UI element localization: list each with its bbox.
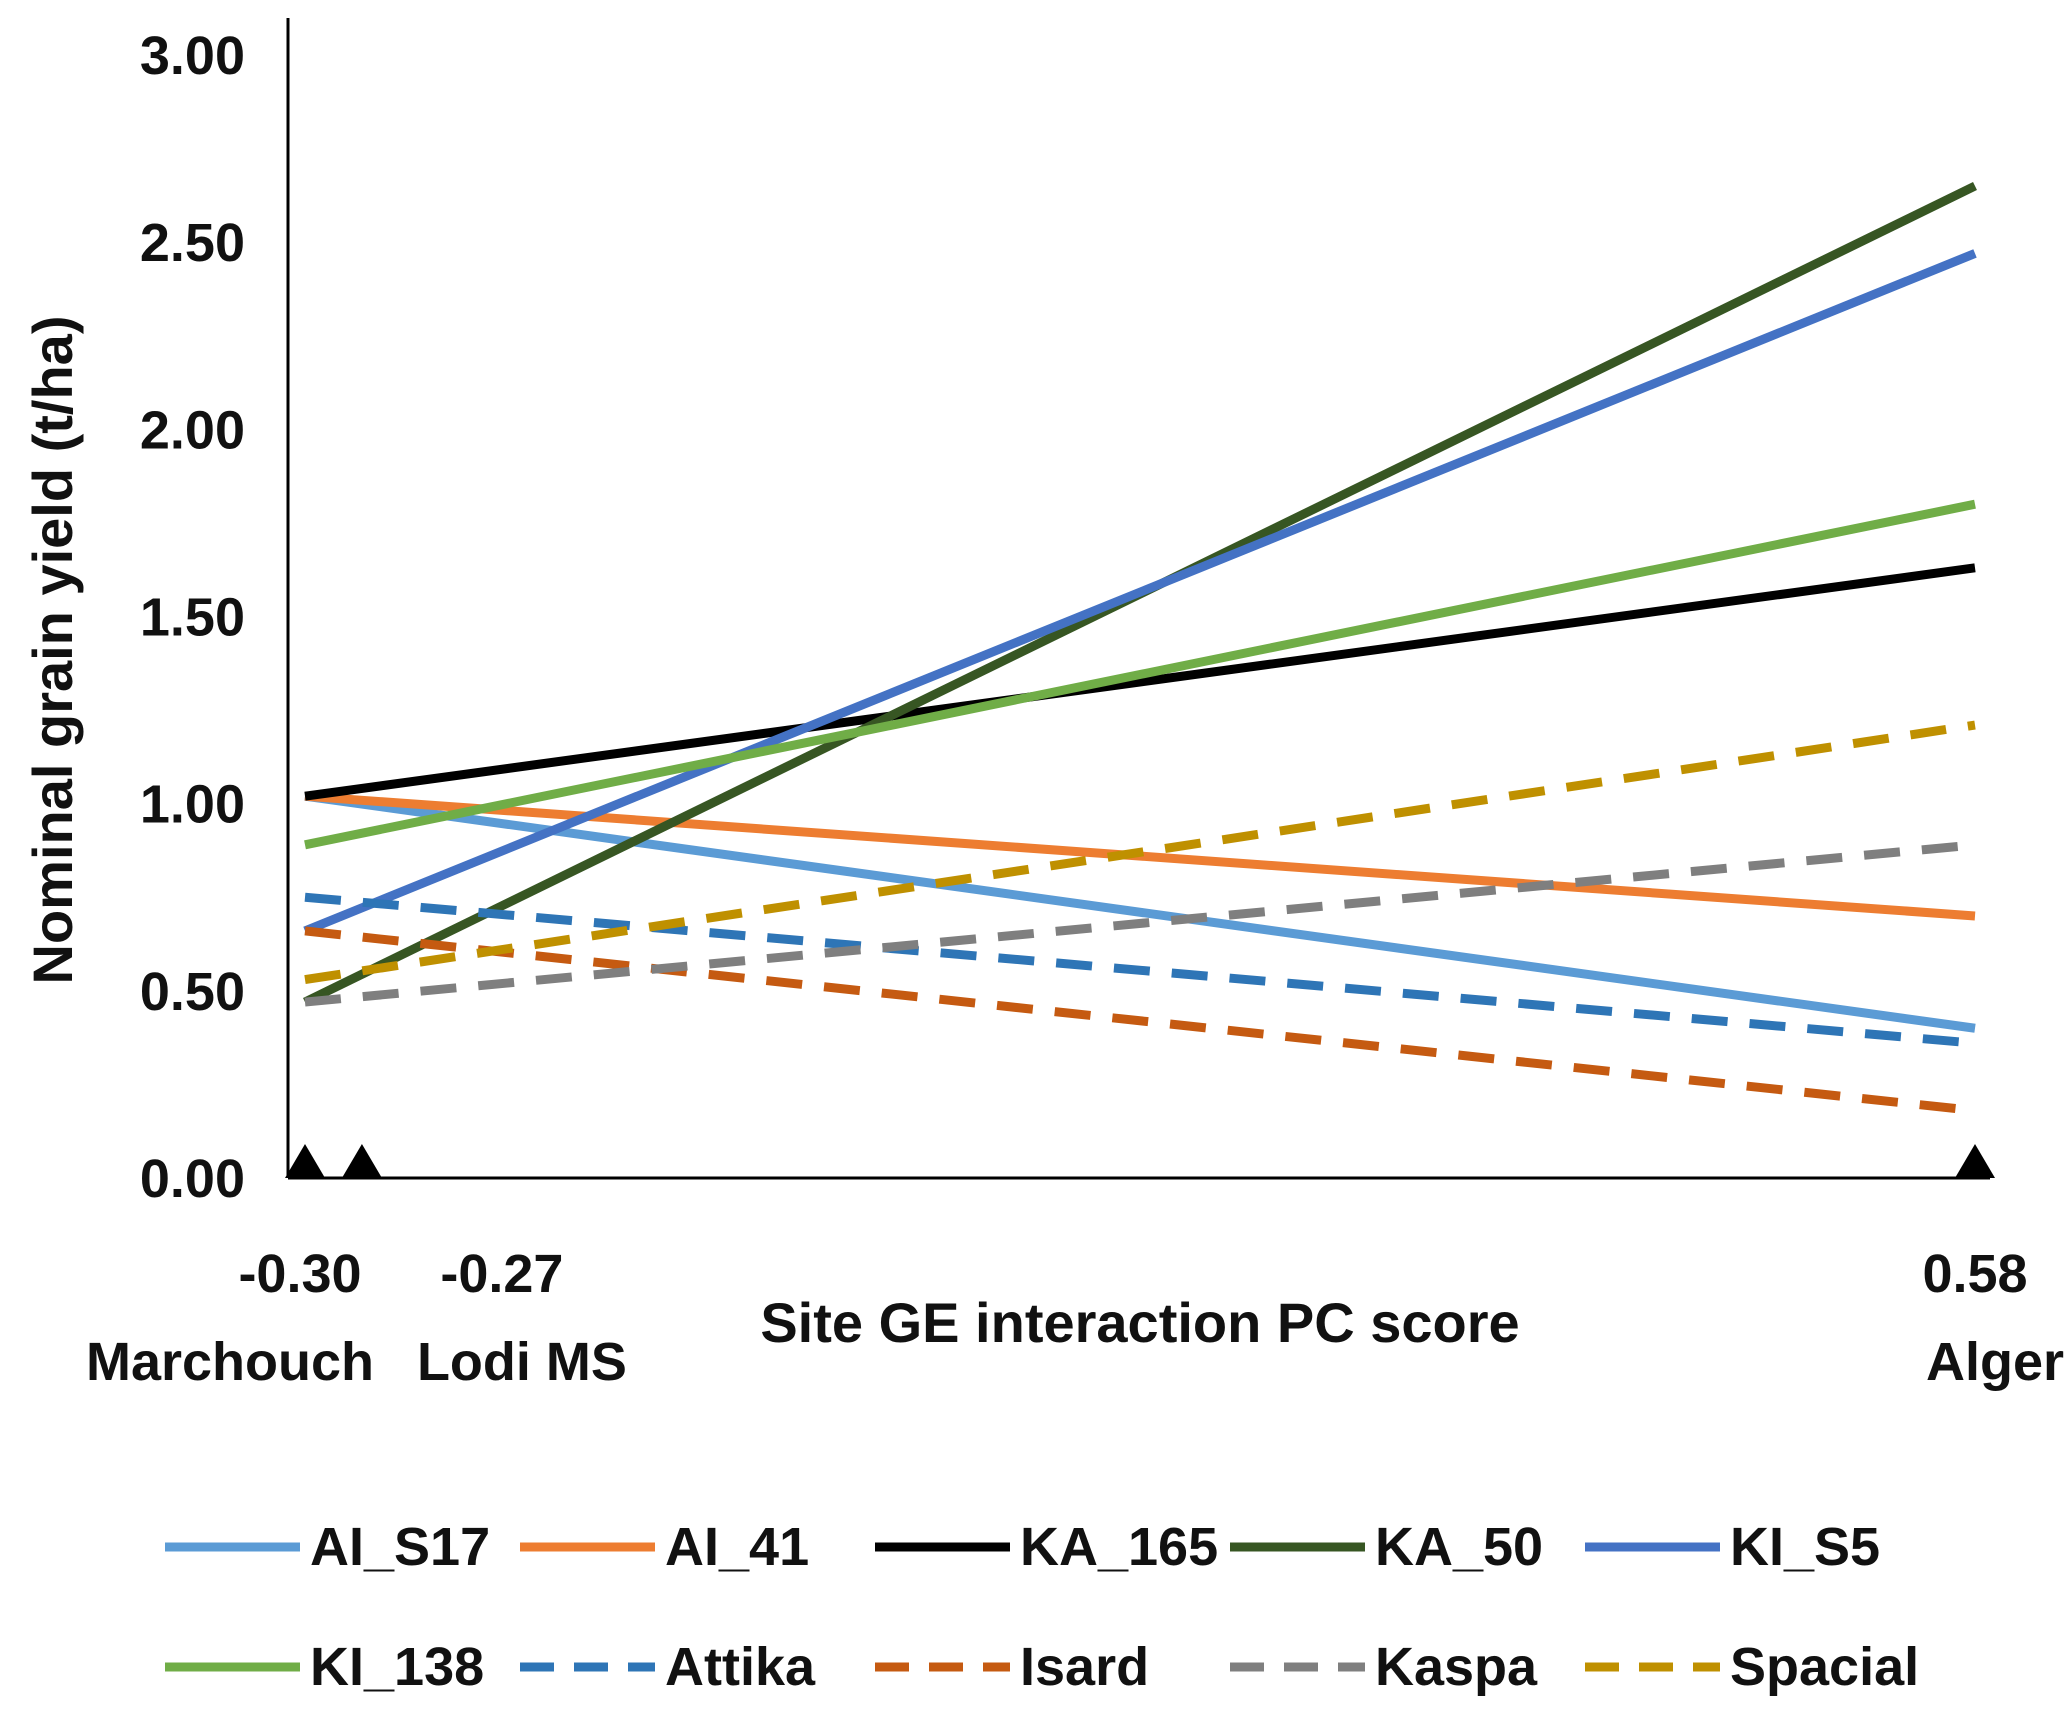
- site-markers: [285, 1144, 1995, 1178]
- plot-series: [303, 181, 1977, 1116]
- series-line-isard: [304, 926, 1976, 1116]
- legend-label: KI_138: [310, 1637, 484, 1697]
- site-marker-triangle: [1955, 1144, 1995, 1178]
- x-site-label: Alger: [1926, 1332, 2064, 1392]
- legend-label: KI_S5: [1730, 1517, 1880, 1577]
- series-line-ai-s17: [304, 791, 1976, 1033]
- x-site-label: Marchouch: [86, 1332, 374, 1392]
- legend-label: Kaspa: [1375, 1637, 1538, 1697]
- y-axis: 0.00 0.50 1.00 1.50 2.00 2.50 3.00: [140, 18, 290, 1209]
- y-tick-label: 1.50: [140, 588, 245, 648]
- y-tick-label: 2.00: [140, 400, 245, 460]
- x-axis: -0.30 Marchouch -0.27 Lodi MS 0.58 Alger: [86, 1176, 2064, 1392]
- legend-label: Attika: [665, 1637, 816, 1697]
- y-axis-title: Nominal grain yield (t/ha): [21, 316, 84, 985]
- series-line-ka-165: [304, 563, 1976, 801]
- site-marker-triangle: [341, 1144, 382, 1178]
- x-tick-label: -0.27: [440, 1244, 563, 1304]
- legend-label: KA_50: [1375, 1517, 1543, 1577]
- legend-label: AI_41: [665, 1517, 809, 1577]
- x-site-label: Lodi MS: [417, 1332, 627, 1392]
- legend: AI_S17 AI_41 KA_165 KA_50 KI_S5 KI_138 Attika I…: [165, 1517, 1919, 1697]
- site-marker-triangle: [285, 1144, 325, 1178]
- legend-label: AI_S17: [310, 1517, 490, 1577]
- legend-label: Isard: [1020, 1637, 1149, 1697]
- series-line-attika: [304, 892, 1976, 1048]
- legend-label: Spacial: [1730, 1637, 1919, 1697]
- y-tick-label: 2.50: [140, 213, 245, 273]
- x-tick-label: -0.30: [238, 1244, 361, 1304]
- series-line-kaspa: [304, 840, 1976, 1007]
- series-line-ki-s5: [303, 249, 1977, 936]
- y-tick-label: 0.50: [140, 962, 245, 1022]
- x-tick-label: 0.58: [1922, 1244, 2027, 1304]
- y-tick-label: 0.00: [140, 1149, 245, 1209]
- x-axis-title: Site GE interaction PC score: [760, 1291, 1519, 1354]
- series-line-ki-138: [304, 499, 1976, 850]
- y-tick-label: 1.00: [140, 775, 245, 835]
- y-tick-label: 3.00: [140, 26, 245, 86]
- series-line-spacial: [304, 720, 1976, 985]
- legend-label: KA_165: [1020, 1517, 1218, 1577]
